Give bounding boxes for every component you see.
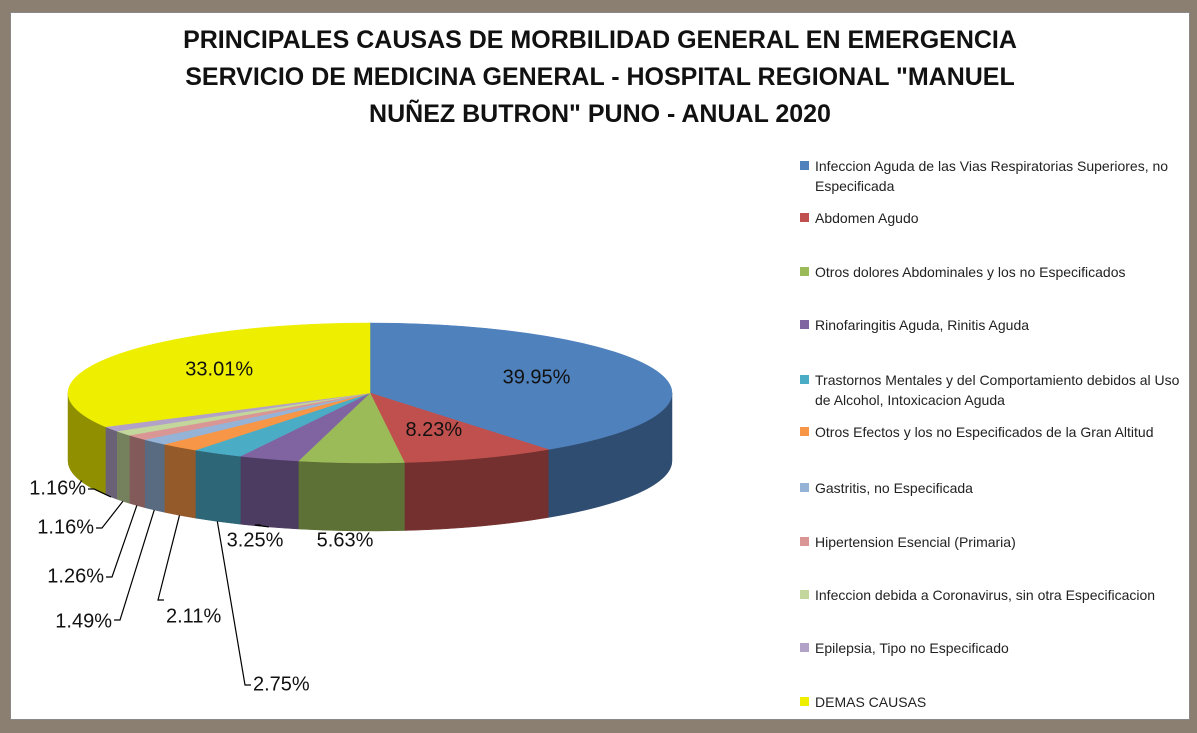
legend-entry: Infeccion debida a Coronavirus, sin otra… <box>800 585 1180 605</box>
slice-side <box>105 427 116 499</box>
slice-side <box>145 440 165 513</box>
legend-entry: Otros Efectos y los no Especificados de … <box>800 422 1180 442</box>
legend-label: DEMAS CAUSAS <box>815 692 1180 712</box>
legend-label: Abdomen Agudo <box>815 208 1180 228</box>
data-label: 39.95% <box>503 367 571 389</box>
data-label: 2.11% <box>166 605 221 627</box>
legend-label: Trastornos Mentales y del Comportamiento… <box>815 370 1180 410</box>
legend-entry: Trastornos Mentales y del Comportamiento… <box>800 370 1180 410</box>
slice-side <box>195 450 240 524</box>
legend-label: Hipertension Esencial (Primaria) <box>815 532 1180 552</box>
legend-entry: Epilepsia, Tipo no Especificado <box>800 638 1180 658</box>
legend-label: Otros dolores Abdominales y los no Espec… <box>815 262 1180 282</box>
legend-entry: Infeccion Aguda de las Vias Respiratoria… <box>800 156 1180 196</box>
slice-side <box>164 444 195 518</box>
leader-line <box>96 501 123 528</box>
legend-label: Rinofaringitis Aguda, Rinitis Aguda <box>815 315 1180 335</box>
legend-swatch <box>800 697 809 706</box>
legend-label: Epilepsia, Tipo no Especificado <box>815 638 1180 658</box>
legend-label: Gastritis, no Especificada <box>815 478 1180 498</box>
legend-swatch <box>800 267 809 276</box>
legend-entry: Hipertension Esencial (Primaria) <box>800 532 1180 552</box>
legend-swatch <box>800 427 809 436</box>
legend-swatch <box>800 320 809 329</box>
page: {"chart_data": {"type": "pie", "title": … <box>0 0 1197 733</box>
legend-entry: DEMAS CAUSAS <box>800 692 1180 712</box>
chart: 39.95% 8.23% 5.63% 3.25% 2.75% 2.11% 1.49% 1.26… <box>0 0 1197 733</box>
data-label: 1.49% <box>55 610 112 632</box>
data-label: 1.16% <box>29 477 86 499</box>
legend-swatch <box>800 161 809 170</box>
data-label: 2.75% <box>253 673 310 695</box>
data-label: 3.25% <box>227 529 284 551</box>
slice-side <box>129 435 144 507</box>
legend-swatch <box>800 213 809 222</box>
legend-label: Otros Efectos y los no Especificados de … <box>815 422 1180 442</box>
legend-entry: Gastritis, no Especificada <box>800 478 1180 498</box>
legend-entry: Abdomen Agudo <box>800 208 1180 228</box>
data-label: 33.01% <box>185 359 253 381</box>
legend-swatch <box>800 643 809 652</box>
legend-swatch <box>800 483 809 492</box>
leader-line <box>114 510 154 620</box>
legend-entry: Rinofaringitis Aguda, Rinitis Aguda <box>800 315 1180 335</box>
legend-label: Infeccion debida a Coronavirus, sin otra… <box>815 585 1180 605</box>
legend-swatch <box>800 590 809 599</box>
legend-swatch <box>800 375 809 384</box>
legend-label: Infeccion Aguda de las Vias Respiratoria… <box>815 156 1180 196</box>
legend-swatch <box>800 537 809 546</box>
data-label: 1.26% <box>47 565 104 587</box>
data-label: 5.63% <box>317 529 374 551</box>
leader-line <box>158 515 179 600</box>
data-label: 1.16% <box>37 516 94 538</box>
slice-side <box>298 461 404 531</box>
slice-side <box>117 431 130 503</box>
slice-side <box>240 456 298 529</box>
data-label: 8.23% <box>405 419 462 441</box>
legend-entry: Otros dolores Abdominales y los no Espec… <box>800 262 1180 282</box>
